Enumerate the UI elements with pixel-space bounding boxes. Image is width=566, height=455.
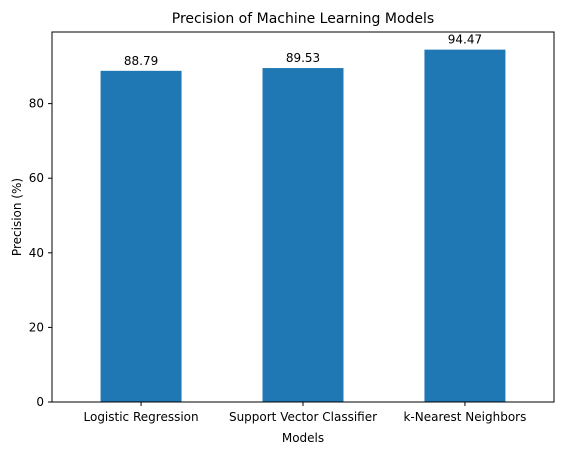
x-tick-label-1: Support Vector Classifier [229,410,377,424]
y-axis-ticks: 0 20 40 60 80 [29,97,52,409]
chart-title: Precision of Machine Learning Models [172,11,434,27]
y-tick-label-4: 80 [29,97,44,111]
x-axis-label: Models [282,431,324,445]
y-tick-label-2: 40 [29,246,44,260]
data-label-0: 88.79 [124,54,158,68]
x-tick-label-2: k-Nearest Neighbors [403,410,526,424]
data-label-1: 89.53 [286,51,320,65]
x-tick-label-0: Logistic Regression [84,410,199,424]
y-tick-label-0: 0 [36,395,44,409]
bar-0 [100,70,182,402]
bar-2 [424,49,506,402]
bar-1 [262,68,344,402]
y-axis-label: Precision (%) [10,178,24,256]
y-tick-label-3: 60 [29,171,44,185]
plot-frame [51,31,555,403]
y-tick-label-1: 20 [29,320,44,334]
data-labels-layer: 88.79 89.53 94.47 [124,33,482,68]
x-axis-ticks: Logistic Regression Support Vector Classi… [84,402,526,424]
bars-layer [100,49,506,402]
data-label-2: 94.47 [448,33,482,47]
